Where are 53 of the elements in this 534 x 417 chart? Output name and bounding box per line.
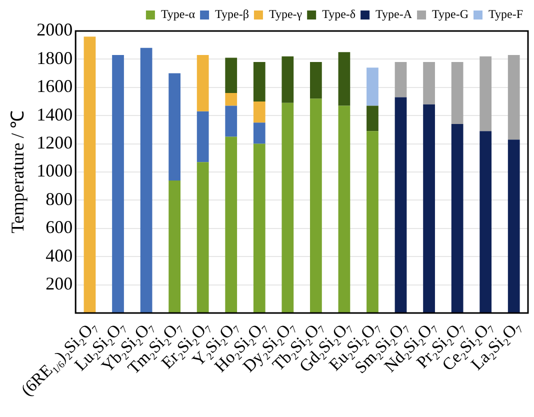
legend-label: Type-F xyxy=(488,7,524,22)
bar xyxy=(196,111,209,162)
bar xyxy=(253,102,266,123)
bar xyxy=(112,54,124,312)
y-tick-label: 600 xyxy=(46,217,73,238)
y-tick-label: 400 xyxy=(46,245,73,266)
legend-label: Type-G xyxy=(432,7,469,22)
bar xyxy=(282,102,294,312)
bar xyxy=(394,62,407,98)
bar xyxy=(84,36,96,312)
y-tick-label: 1400 xyxy=(36,104,73,124)
y-axis-title: Temperature / ℃ xyxy=(8,110,28,234)
y-tick-label: 2000 xyxy=(36,20,73,40)
bar xyxy=(310,62,322,99)
bar xyxy=(508,54,520,140)
bar xyxy=(480,56,492,132)
bar xyxy=(253,144,266,312)
bar xyxy=(253,62,266,102)
bar xyxy=(480,131,492,312)
bar xyxy=(282,56,294,103)
bar xyxy=(225,136,238,312)
y-tick-label: 200 xyxy=(46,274,73,294)
bar xyxy=(394,97,407,312)
bar xyxy=(338,52,350,106)
bar xyxy=(451,62,464,124)
bar xyxy=(338,106,350,312)
bar xyxy=(225,106,238,137)
bar xyxy=(168,180,180,312)
legend-label: Type-δ xyxy=(322,7,356,22)
bar xyxy=(253,122,266,144)
bar xyxy=(140,48,152,312)
bar xyxy=(310,98,322,312)
y-tick-label: 1600 xyxy=(36,76,73,96)
y-tick-label: 1200 xyxy=(36,132,73,153)
legend-label: Type-γ xyxy=(268,7,303,22)
bar xyxy=(423,104,435,312)
legend-label: Type-β xyxy=(215,7,249,22)
y-tick-label: 800 xyxy=(46,188,73,209)
bar xyxy=(366,106,378,132)
bar xyxy=(225,93,238,106)
bar xyxy=(168,73,180,180)
y-tick-label: 1800 xyxy=(36,48,73,68)
bar xyxy=(196,162,209,312)
bar xyxy=(508,140,520,312)
bar xyxy=(451,124,464,312)
legend-label: Type-α xyxy=(160,7,196,22)
bar xyxy=(366,131,378,312)
bar xyxy=(225,58,238,94)
y-tick-label: 1000 xyxy=(36,160,73,181)
legend-label: Type-A xyxy=(376,7,412,22)
bar xyxy=(366,68,378,106)
bar xyxy=(196,54,209,112)
bar xyxy=(423,62,435,104)
